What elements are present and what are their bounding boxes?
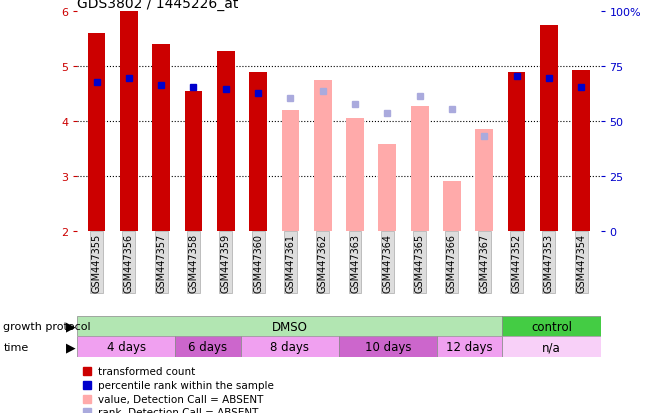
Text: GSM447361: GSM447361: [285, 233, 295, 292]
Text: growth protocol: growth protocol: [3, 321, 91, 331]
Text: GSM447354: GSM447354: [576, 233, 586, 292]
Text: GSM447355: GSM447355: [91, 233, 101, 292]
Bar: [508, 73, 525, 231]
Bar: [152, 45, 170, 231]
Text: GSM447364: GSM447364: [382, 233, 393, 292]
Text: control: control: [531, 320, 572, 333]
Bar: [120, 12, 138, 231]
Text: percentile rank within the sample: percentile rank within the sample: [98, 380, 274, 389]
Text: GSM447362: GSM447362: [317, 233, 327, 292]
Bar: [503, 316, 601, 337]
Text: GDS3802 / 1445226_at: GDS3802 / 1445226_at: [77, 0, 238, 12]
Text: GSM447360: GSM447360: [253, 233, 263, 292]
Text: GSM447359: GSM447359: [221, 233, 231, 292]
Text: value, Detection Call = ABSENT: value, Detection Call = ABSENT: [98, 394, 264, 404]
Text: 6 days: 6 days: [189, 340, 227, 354]
Text: 10 days: 10 days: [364, 340, 411, 354]
Bar: [77, 337, 175, 357]
Bar: [411, 107, 429, 231]
Bar: [572, 71, 590, 231]
Text: ▶: ▶: [66, 340, 75, 354]
Text: ▶: ▶: [66, 320, 75, 333]
Bar: [443, 182, 461, 231]
Text: GSM447352: GSM447352: [511, 233, 521, 292]
Text: GSM447357: GSM447357: [156, 233, 166, 292]
Bar: [378, 145, 396, 231]
Text: 8 days: 8 days: [270, 340, 309, 354]
Text: GSM447358: GSM447358: [189, 233, 199, 292]
Text: 12 days: 12 days: [446, 340, 493, 354]
Text: GSM447363: GSM447363: [350, 233, 360, 292]
Bar: [185, 92, 203, 231]
Text: GSM447353: GSM447353: [544, 233, 554, 292]
Bar: [437, 337, 503, 357]
Text: DMSO: DMSO: [272, 320, 308, 333]
Bar: [346, 119, 364, 231]
Bar: [77, 316, 503, 337]
Text: 4 days: 4 days: [107, 340, 146, 354]
Bar: [217, 52, 235, 231]
Bar: [475, 130, 493, 231]
Bar: [175, 337, 241, 357]
Text: GSM447365: GSM447365: [415, 233, 425, 292]
Text: n/a: n/a: [542, 340, 561, 354]
Bar: [503, 337, 601, 357]
Text: transformed count: transformed count: [98, 366, 195, 376]
Bar: [339, 337, 437, 357]
Text: GSM447366: GSM447366: [447, 233, 457, 292]
Bar: [88, 34, 105, 231]
Text: GSM447367: GSM447367: [479, 233, 489, 292]
Text: rank, Detection Call = ABSENT: rank, Detection Call = ABSENT: [98, 408, 258, 413]
Bar: [282, 111, 299, 231]
Bar: [314, 81, 331, 231]
Bar: [540, 26, 558, 231]
Bar: [241, 337, 339, 357]
Text: GSM447356: GSM447356: [124, 233, 134, 292]
Bar: [249, 73, 267, 231]
Text: time: time: [3, 342, 29, 352]
